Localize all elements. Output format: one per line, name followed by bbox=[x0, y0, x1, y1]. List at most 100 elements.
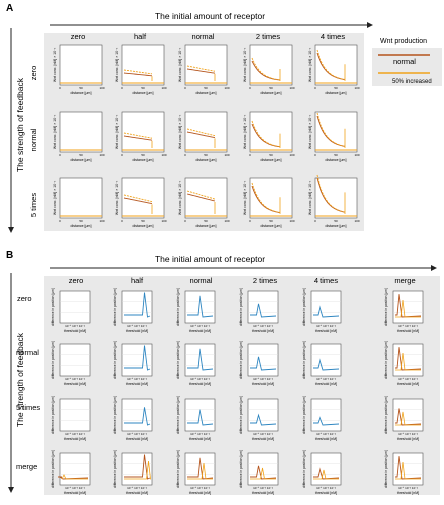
x-tick-label: 50 bbox=[79, 219, 83, 223]
plot-frame bbox=[249, 177, 293, 219]
legend-label-normal: normal bbox=[393, 57, 416, 66]
plot-frame bbox=[59, 290, 91, 324]
ylabel-small: Wnt conc. [nM] × 10⁻³ bbox=[243, 47, 247, 82]
ylabel-small: difference in position [μm] bbox=[239, 341, 243, 379]
panel-b-cell: difference in position [μm] 10⁻⁴ 10⁻³ 10⁻… bbox=[239, 341, 279, 386]
trace-normal bbox=[316, 177, 346, 213]
plot-frame bbox=[392, 398, 424, 432]
plot-frame bbox=[184, 44, 228, 86]
x-tick-label: 100 bbox=[354, 153, 359, 157]
panel-b-grid-bg bbox=[44, 276, 440, 495]
legend-title: Wnt production bbox=[380, 38, 427, 45]
trace-secondary bbox=[395, 461, 421, 480]
ylabel-small: difference in position [μm] bbox=[51, 450, 55, 488]
plot-frame bbox=[59, 177, 103, 219]
x-ticks: 10⁻⁴ 10⁻³ 10⁻² bbox=[190, 486, 210, 490]
trace-secondary bbox=[395, 411, 421, 426]
panel-b-col-zero: zero bbox=[69, 276, 84, 285]
plot-frame bbox=[121, 177, 165, 219]
xlabel-small: threshold [nM] bbox=[126, 437, 148, 441]
xlabel-small: threshold [nM] bbox=[315, 382, 337, 386]
panel-a-top-axis-label: The initial amount of receptor bbox=[155, 11, 265, 21]
xlabel-small: threshold [nM] bbox=[315, 491, 337, 495]
ylabel-small: difference in position [μm] bbox=[113, 450, 117, 488]
plot-frame bbox=[310, 290, 342, 324]
x-tick-label: 50 bbox=[141, 86, 145, 90]
legend-label-increased: 50% increased bbox=[392, 79, 432, 85]
xlabel-small: threshold [nM] bbox=[64, 329, 86, 333]
trace bbox=[313, 358, 340, 371]
xlabel-small: threshold [nM] bbox=[252, 329, 274, 333]
xlabel-small: threshold [nM] bbox=[189, 491, 211, 495]
x-tick-label: 100 bbox=[161, 86, 166, 90]
x-tick-label: 0 bbox=[314, 86, 316, 90]
trace-increased bbox=[123, 132, 153, 139]
ylabel-small: Wnt conc. [nM] × 10⁻³ bbox=[178, 47, 182, 82]
panel-a-row-normal: normal bbox=[29, 128, 38, 151]
x-ticks: 10⁻⁴ 10⁻³ 10⁻² bbox=[190, 324, 210, 328]
panel-b-cell: difference in position [μm] 10⁻⁴ 10⁻³ 10⁻… bbox=[384, 341, 424, 386]
x-ticks: 10⁻⁴ 10⁻³ 10⁻² bbox=[190, 377, 210, 381]
panel-b-cell: difference in position [μm] 10⁻⁴ 10⁻³ 10⁻… bbox=[51, 450, 91, 495]
trace bbox=[124, 407, 151, 426]
x-ticks: 10⁻⁴ 10⁻³ 10⁻² bbox=[316, 486, 336, 490]
x-tick-label: 100 bbox=[289, 219, 294, 223]
panel-a-cell: Wnt conc. [nM] × 10⁻³ distance [μm] 0 50 100 bbox=[243, 111, 295, 162]
x-tick-label: 0 bbox=[249, 153, 251, 157]
panel-b-cell: difference in position [μm] 10⁻⁴ 10⁻³ 10⁻… bbox=[176, 396, 216, 441]
plot-frame bbox=[249, 44, 293, 86]
panel-b-cell: difference in position [μm] 10⁻⁴ 10⁻³ 10⁻… bbox=[302, 450, 342, 495]
x-tick-label: 50 bbox=[204, 153, 208, 157]
x-ticks: 10⁻⁴ 10⁻³ 10⁻² bbox=[398, 324, 418, 328]
x-ticks: 10⁻⁴ 10⁻³ 10⁻² bbox=[65, 377, 85, 381]
ylabel-small: Wnt conc. [nM] × 10⁻³ bbox=[115, 114, 119, 149]
panel-a-col-half: half bbox=[134, 32, 147, 41]
plot-frame bbox=[59, 343, 91, 377]
x-tick-label: 50 bbox=[79, 86, 83, 90]
x-tick-label: 100 bbox=[224, 86, 229, 90]
plot-frame bbox=[310, 343, 342, 377]
xlabel-small: threshold [nM] bbox=[397, 491, 419, 495]
xlabel-small: threshold [nM] bbox=[126, 382, 148, 386]
ylabel-small: difference in position [μm] bbox=[384, 396, 388, 434]
plot-frame bbox=[121, 290, 153, 324]
ylabel-small: difference in position [μm] bbox=[113, 288, 117, 326]
trace-secondary bbox=[61, 474, 88, 480]
ylabel-small: Wnt conc. [nM] × 10⁻³ bbox=[308, 180, 312, 215]
plot-frame bbox=[314, 177, 358, 219]
panel-a-col-zero: zero bbox=[71, 32, 86, 41]
xlabel-small: distance [μm] bbox=[196, 224, 217, 228]
panel-a-label: A bbox=[6, 3, 13, 14]
ylabel-small: Wnt conc. [nM] × 10⁻³ bbox=[308, 47, 312, 82]
xlabel-small: distance [μm] bbox=[261, 158, 282, 162]
trace bbox=[124, 345, 151, 371]
x-tick-label: 100 bbox=[354, 219, 359, 223]
x-tick-label: 0 bbox=[314, 153, 316, 157]
x-tick-label: 0 bbox=[59, 153, 61, 157]
trace-normal bbox=[186, 68, 216, 74]
trace-increased bbox=[123, 69, 153, 75]
x-ticks: 10⁻⁴ 10⁻³ 10⁻² bbox=[398, 377, 418, 381]
trace-normal bbox=[251, 185, 281, 214]
trace bbox=[250, 356, 277, 371]
x-ticks: 10⁻⁴ 10⁻³ 10⁻² bbox=[316, 377, 336, 381]
x-tick-label: 100 bbox=[224, 153, 229, 157]
panel-a-cells: Wnt conc. [nM] × 10⁻³ distance [μm] 0 50 100… bbox=[53, 44, 360, 228]
panel-a-cell: Wnt conc. [nM] × 10⁻³ distance [μm] 0 50 100 bbox=[178, 177, 230, 228]
xlabel-small: distance [μm] bbox=[71, 91, 92, 95]
ylabel-small: Wnt conc. [nM] × 10⁻³ bbox=[243, 180, 247, 215]
plot-frame bbox=[184, 398, 216, 432]
panel-b-row-5x: 5 times bbox=[16, 403, 40, 412]
ylabel-small: difference in position [μm] bbox=[384, 450, 388, 488]
x-tick-label: 0 bbox=[59, 219, 61, 223]
panel-b-cell: difference in position [μm] 10⁻⁴ 10⁻³ 10⁻… bbox=[239, 288, 279, 333]
ylabel-small: Wnt conc. [nM] × 10⁻³ bbox=[178, 180, 182, 215]
x-ticks: 10⁻⁴ 10⁻³ 10⁻² bbox=[253, 324, 273, 328]
x-tick-label: 50 bbox=[334, 86, 338, 90]
trace-normal bbox=[123, 135, 153, 141]
panel-b-col-normal: normal bbox=[190, 276, 213, 285]
trace-increased bbox=[186, 65, 216, 72]
trace-normal bbox=[186, 131, 216, 139]
panel-b-cell: difference in position [μm] 10⁻⁴ 10⁻³ 10⁻… bbox=[384, 396, 424, 441]
